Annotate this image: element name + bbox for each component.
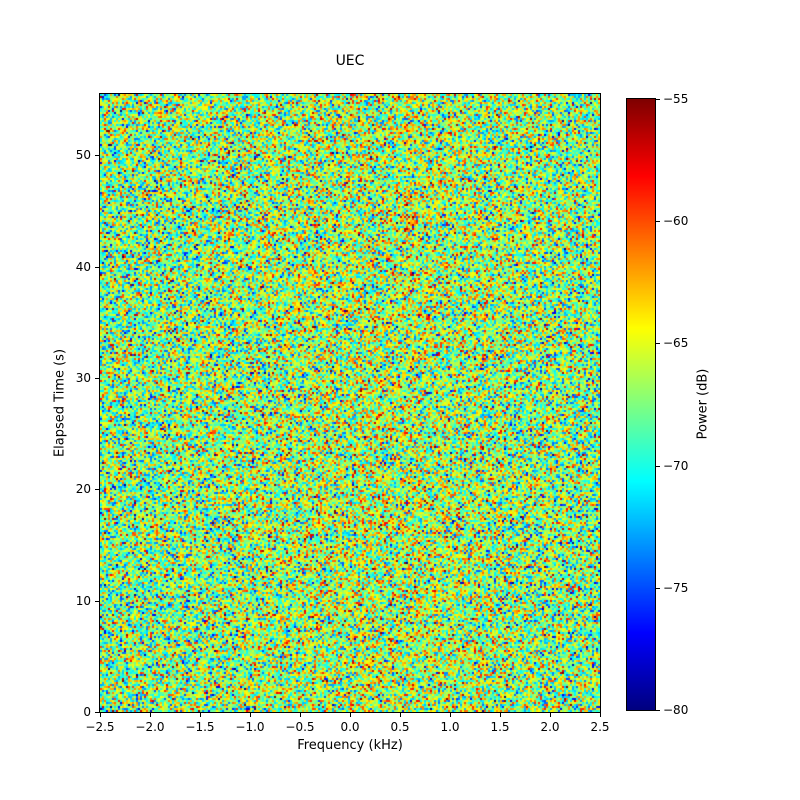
x-tick-label: 2.5 [590,720,610,734]
spectrogram-heatmap [100,94,600,712]
x-tick-mark [100,713,101,717]
x-tick-mark [250,713,251,717]
x-axis-label: Frequency (kHz) [297,738,403,753]
plot-frame [99,93,601,713]
x-tick-mark [500,713,501,717]
y-tick-label: 10 [75,593,91,608]
colorbar-tick-label: −60 [663,214,689,229]
x-tick-label: 2.0 [540,720,560,734]
y-tick-mark [95,712,99,713]
x-tick-label: −1.0 [235,720,265,734]
x-tick-label: −0.5 [285,720,315,734]
y-tick-label: 50 [75,148,91,163]
colorbar-tick-label: −65 [663,336,689,351]
y-tick-label: 20 [75,482,91,497]
x-tick-mark [550,713,551,717]
x-tick-mark [200,713,201,717]
y-tick-mark [95,155,99,157]
y-axis-label: Elapsed Time (s) [52,348,68,458]
x-tick-mark [450,713,451,717]
colorbar-tick-label: −80 [663,703,689,717]
y-tick-label: 40 [75,259,91,274]
colorbar-tick-mark [656,343,660,345]
colorbar-tick-mark [656,99,660,100]
chart-title: UEC [335,53,365,69]
x-tick-mark [600,713,601,717]
x-tick-mark [150,713,151,717]
colorbar-tick-label: −55 [663,92,689,106]
x-tick-label: 0.0 [340,720,360,734]
colorbar-tick-mark [656,221,660,223]
y-tick-mark [95,266,99,268]
y-tick-mark [95,377,99,379]
x-tick-mark [400,713,401,717]
x-tick-label: −2.0 [135,720,165,734]
y-tick-mark [95,600,99,602]
y-tick-label: 30 [75,370,91,385]
x-tick-label: 1.5 [490,720,510,734]
x-tick-mark [350,713,351,717]
colorbar-tick-mark [656,710,660,711]
colorbar-frame [626,98,656,711]
colorbar-tick-mark [656,587,660,589]
x-tick-label: −1.5 [185,720,215,734]
colorbar-tick-label: −70 [663,458,689,473]
colorbar-label: Power (dB) [695,368,711,440]
y-tick-mark [95,489,99,491]
y-tick-label: 0 [83,705,91,719]
colorbar-tick-mark [656,465,660,467]
colorbar-gradient [627,99,655,710]
x-tick-label: 0.5 [390,720,410,734]
colorbar-tick-label: −75 [663,580,689,595]
x-tick-label: −2.5 [85,720,115,734]
x-tick-label: 1.0 [440,720,460,734]
x-tick-mark [300,713,301,717]
